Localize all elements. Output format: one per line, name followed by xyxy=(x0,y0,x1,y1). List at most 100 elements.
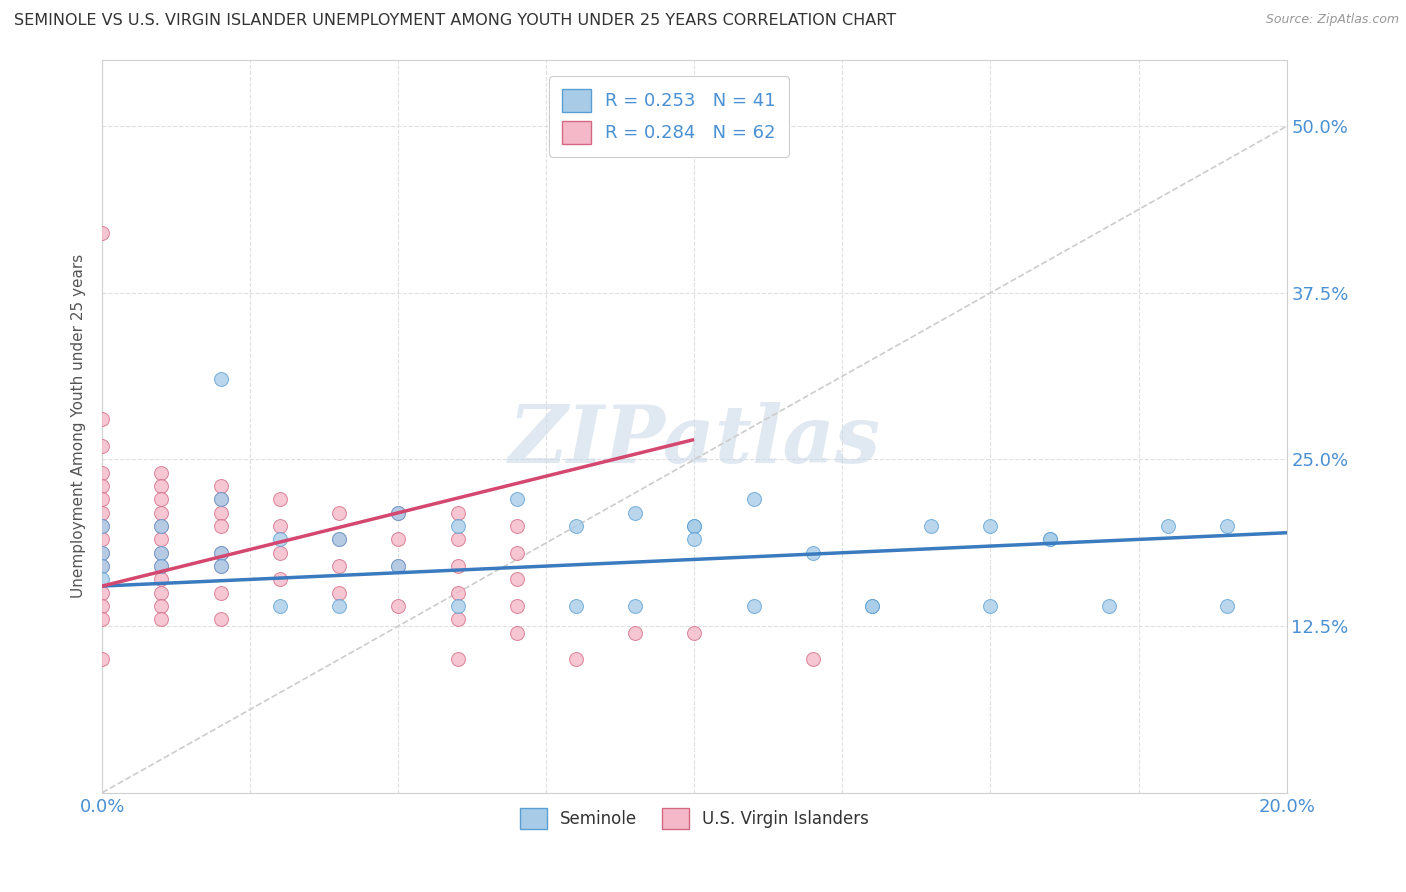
Point xyxy=(328,506,350,520)
Point xyxy=(150,466,173,480)
Point xyxy=(269,492,291,507)
Y-axis label: Unemployment Among Youth under 25 years: Unemployment Among Youth under 25 years xyxy=(72,254,86,599)
Point xyxy=(979,599,1001,613)
Point xyxy=(1216,519,1239,533)
Point xyxy=(91,612,114,626)
Point xyxy=(269,599,291,613)
Point xyxy=(506,519,529,533)
Point xyxy=(91,479,114,493)
Point xyxy=(269,519,291,533)
Point xyxy=(979,519,1001,533)
Point xyxy=(387,559,409,574)
Point xyxy=(801,652,824,666)
Point xyxy=(91,546,114,560)
Point xyxy=(328,559,350,574)
Point xyxy=(328,585,350,599)
Point xyxy=(209,506,232,520)
Point xyxy=(446,585,468,599)
Point xyxy=(742,492,765,507)
Point xyxy=(387,506,409,520)
Point xyxy=(742,599,765,613)
Point xyxy=(446,533,468,547)
Text: ZIPatlas: ZIPatlas xyxy=(509,402,880,480)
Point xyxy=(565,519,588,533)
Point xyxy=(150,492,173,507)
Point xyxy=(1039,533,1062,547)
Point xyxy=(1039,533,1062,547)
Point xyxy=(683,533,706,547)
Point xyxy=(624,599,647,613)
Point xyxy=(387,533,409,547)
Point xyxy=(150,506,173,520)
Point xyxy=(209,492,232,507)
Point xyxy=(209,612,232,626)
Point xyxy=(920,519,942,533)
Point xyxy=(150,599,173,613)
Point xyxy=(387,599,409,613)
Point xyxy=(91,652,114,666)
Legend: Seminole, U.S. Virgin Islanders: Seminole, U.S. Virgin Islanders xyxy=(513,801,876,836)
Point xyxy=(91,506,114,520)
Point xyxy=(91,412,114,426)
Point xyxy=(209,479,232,493)
Point xyxy=(683,625,706,640)
Point xyxy=(446,559,468,574)
Point xyxy=(506,599,529,613)
Point xyxy=(446,599,468,613)
Point xyxy=(91,492,114,507)
Text: Source: ZipAtlas.com: Source: ZipAtlas.com xyxy=(1265,13,1399,27)
Point xyxy=(209,585,232,599)
Point xyxy=(624,506,647,520)
Point xyxy=(209,546,232,560)
Point xyxy=(565,599,588,613)
Point xyxy=(150,546,173,560)
Point xyxy=(91,599,114,613)
Point xyxy=(91,546,114,560)
Point xyxy=(1216,599,1239,613)
Point xyxy=(150,585,173,599)
Point xyxy=(506,573,529,587)
Point xyxy=(506,625,529,640)
Point xyxy=(209,519,232,533)
Point xyxy=(387,559,409,574)
Point xyxy=(446,506,468,520)
Point xyxy=(91,226,114,240)
Point xyxy=(1098,599,1121,613)
Point xyxy=(209,492,232,507)
Point xyxy=(150,479,173,493)
Point xyxy=(91,533,114,547)
Point xyxy=(91,573,114,587)
Text: SEMINOLE VS U.S. VIRGIN ISLANDER UNEMPLOYMENT AMONG YOUTH UNDER 25 YEARS CORRELA: SEMINOLE VS U.S. VIRGIN ISLANDER UNEMPLO… xyxy=(14,13,896,29)
Point xyxy=(1157,519,1180,533)
Point xyxy=(150,519,173,533)
Point xyxy=(269,533,291,547)
Point xyxy=(328,599,350,613)
Point xyxy=(860,599,883,613)
Point xyxy=(91,519,114,533)
Point xyxy=(506,492,529,507)
Point xyxy=(91,559,114,574)
Point xyxy=(683,519,706,533)
Point xyxy=(209,546,232,560)
Point xyxy=(860,599,883,613)
Point xyxy=(269,546,291,560)
Point xyxy=(209,559,232,574)
Point xyxy=(446,519,468,533)
Point xyxy=(565,652,588,666)
Point xyxy=(446,652,468,666)
Point xyxy=(446,612,468,626)
Point xyxy=(91,466,114,480)
Point xyxy=(150,559,173,574)
Point xyxy=(209,372,232,386)
Point xyxy=(150,519,173,533)
Point xyxy=(150,612,173,626)
Point xyxy=(91,585,114,599)
Point xyxy=(91,559,114,574)
Point xyxy=(150,546,173,560)
Point xyxy=(91,519,114,533)
Point xyxy=(150,573,173,587)
Point xyxy=(328,533,350,547)
Point xyxy=(506,546,529,560)
Point xyxy=(209,559,232,574)
Point xyxy=(683,519,706,533)
